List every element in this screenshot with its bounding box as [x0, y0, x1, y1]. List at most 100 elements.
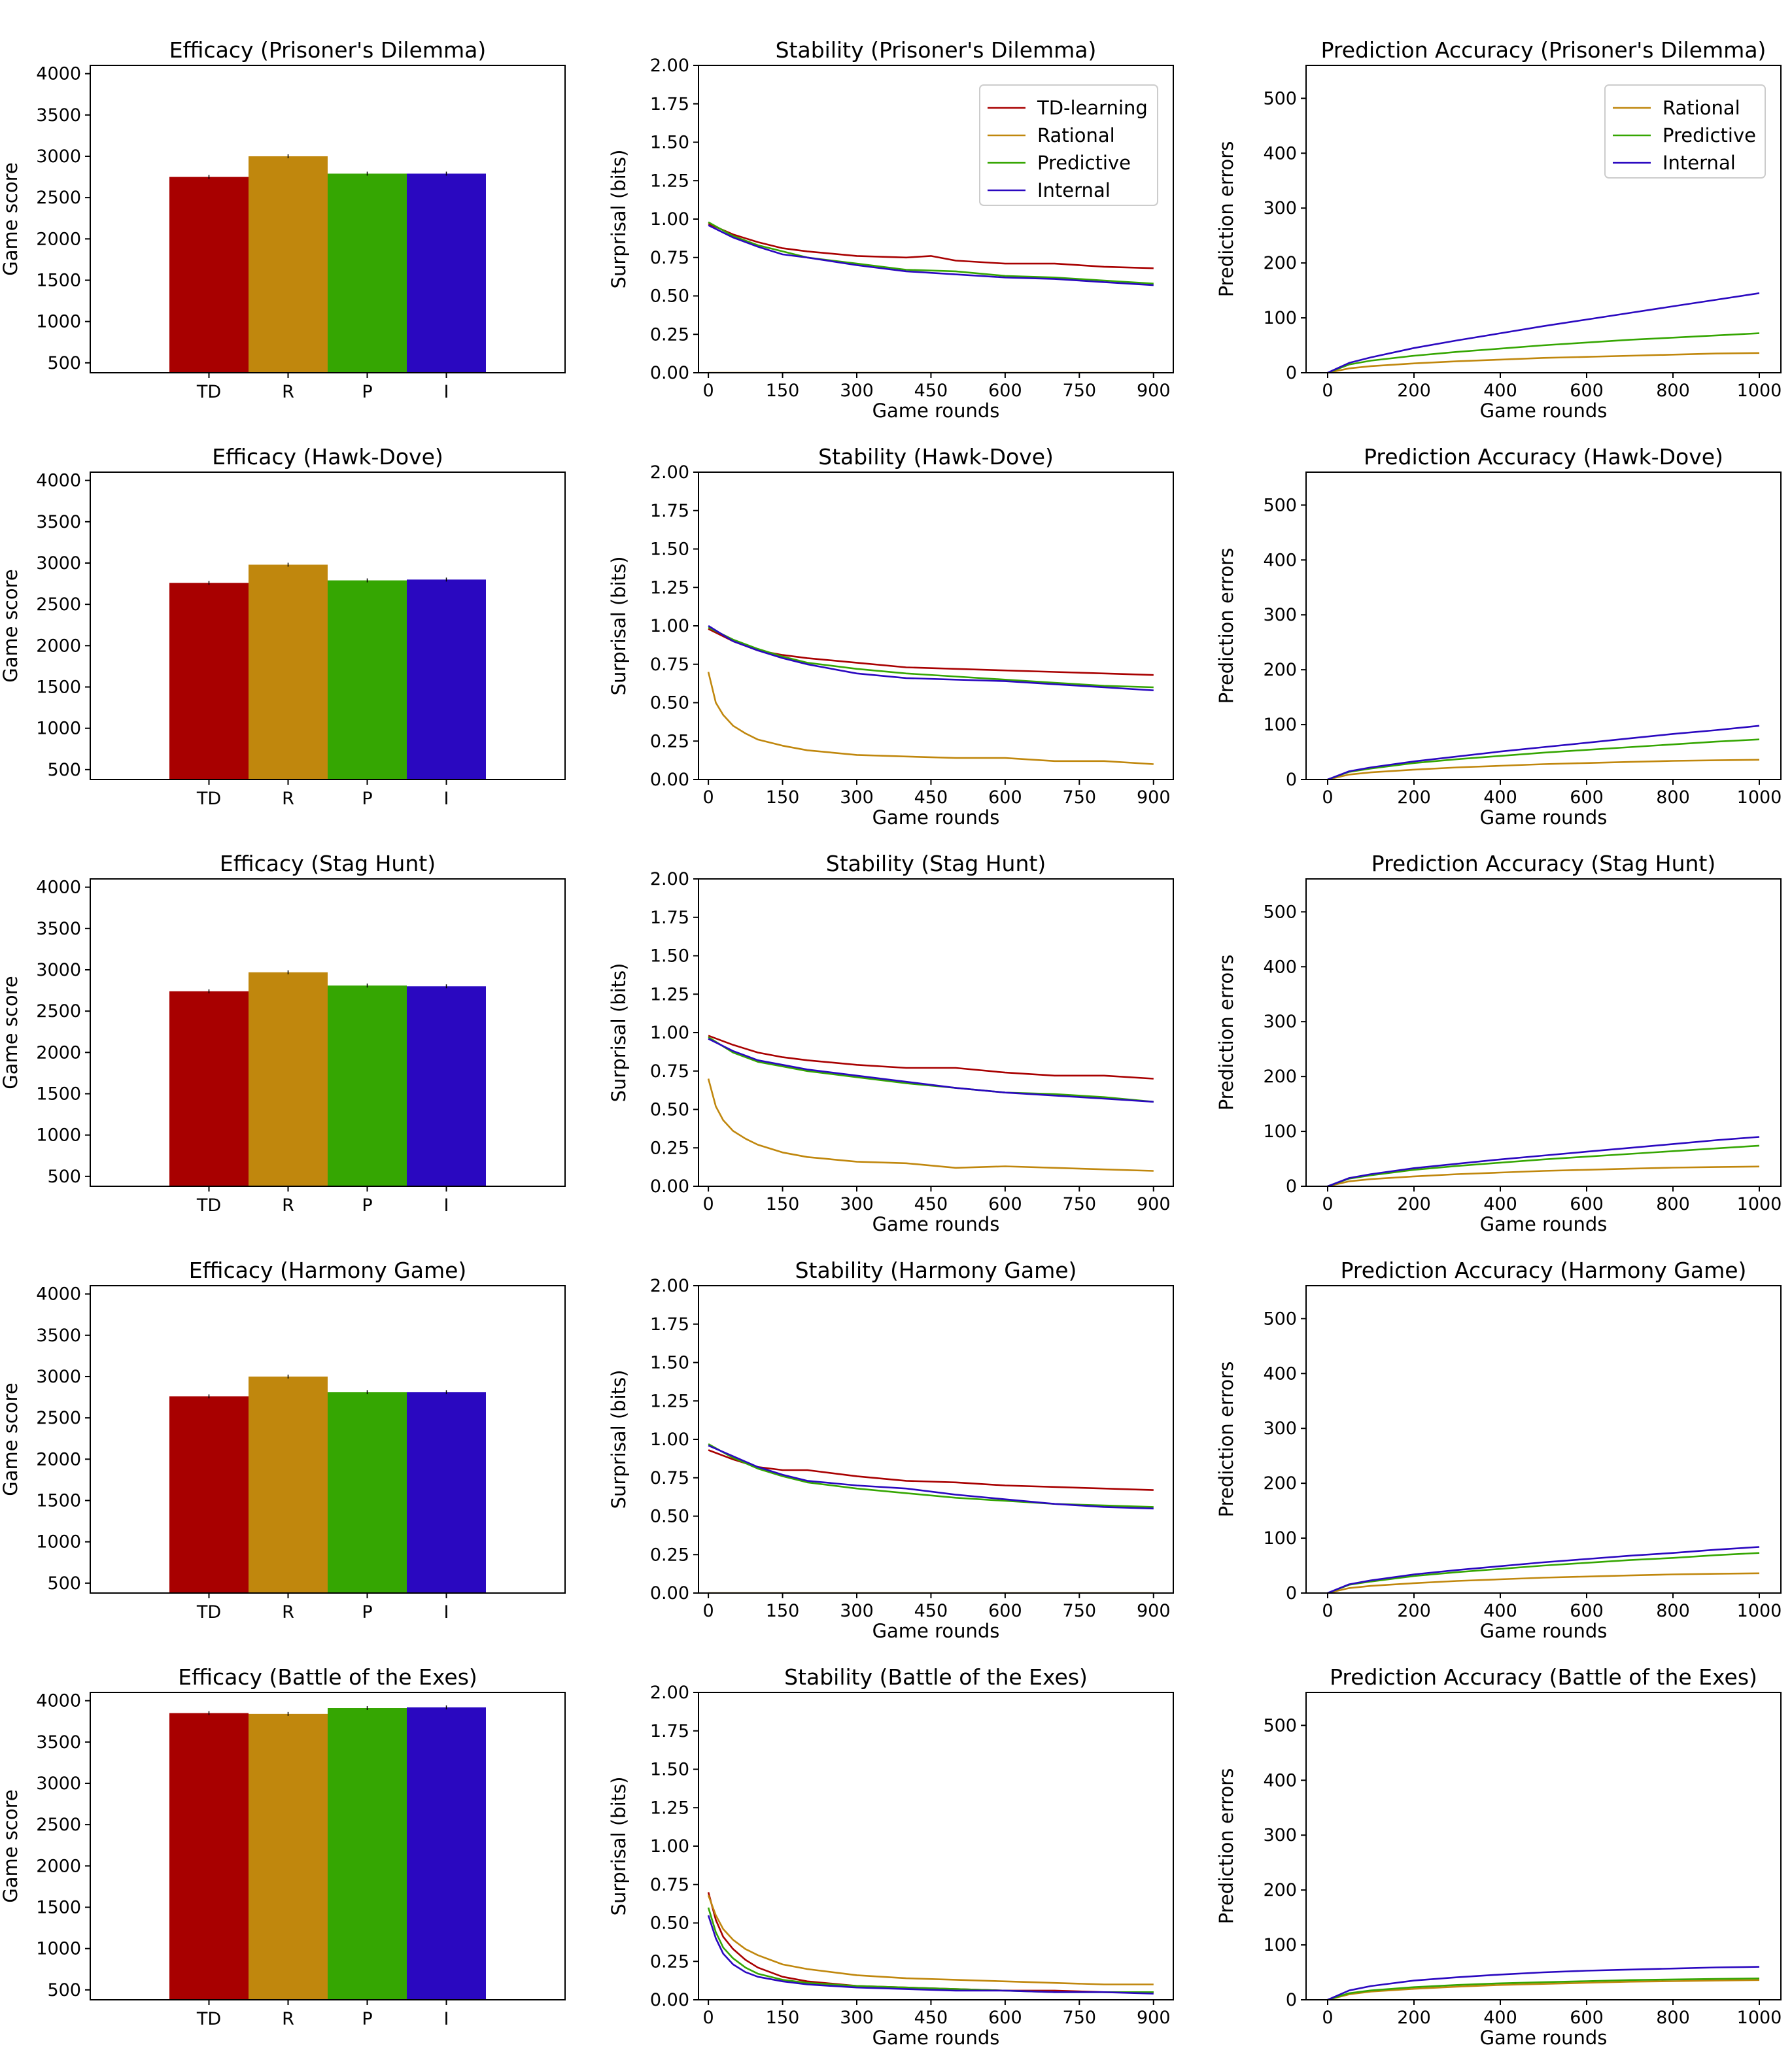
y-tick-label: 500 [1263, 1715, 1297, 1736]
x-tick-label: R [282, 1602, 294, 1622]
bar-R [249, 1713, 328, 2000]
y-tick-label: 1500 [36, 270, 81, 290]
bar-TD [169, 1713, 249, 2000]
x-tick-label: 150 [766, 1194, 800, 1214]
x-tick-label: TD [196, 1195, 221, 1216]
series-line-I [1327, 1546, 1760, 1593]
y-tick-label: 2.00 [650, 1683, 689, 1703]
y-tick-label: 200 [1263, 253, 1297, 273]
x-tick-label: 1000 [1737, 2008, 1782, 2028]
panel-efficacy-4: Efficacy (Harmony Game) TD R P I 500 1000 1500 2… [0, 1258, 566, 1622]
axes-frame [90, 878, 566, 1187]
y-axis-label: Surprisal (bits) [608, 1777, 630, 1916]
y-axis-label: Game score [0, 162, 22, 275]
x-axis-label: Game rounds [872, 400, 1000, 422]
series-line-R [1327, 1572, 1760, 1593]
panel-title: Stability (Battle of the Exes) [784, 1664, 1088, 1690]
axes-frame [1305, 1285, 1782, 1594]
x-tick-label: 200 [1397, 381, 1431, 401]
legend: TD-learning Rational Predictive Internal [979, 84, 1158, 206]
x-tick-label: 1000 [1737, 1194, 1782, 1214]
x-tick-label: 450 [914, 1601, 948, 1621]
series-line-I [708, 1445, 1154, 1510]
x-axis-label: Game rounds [1480, 1620, 1608, 1642]
x-tick-label: 900 [1137, 1601, 1171, 1621]
bar-TD [169, 991, 249, 1186]
y-tick-label: 1.50 [650, 133, 689, 153]
x-tick-label: 400 [1483, 381, 1517, 401]
y-tick-label: 300 [1263, 605, 1297, 625]
y-tick-label: 2000 [36, 1856, 81, 1876]
x-tick-label: 800 [1656, 381, 1690, 401]
x-tick-label: 0 [1322, 1194, 1333, 1214]
x-tick-label: 200 [1397, 787, 1431, 808]
x-tick-label: 800 [1656, 2008, 1690, 2028]
y-tick-label: 100 [1263, 1122, 1297, 1142]
x-tick-label: R [282, 789, 294, 809]
y-tick-label: 1.75 [650, 501, 689, 521]
y-tick-label: 0 [1286, 770, 1297, 790]
y-tick-label: 0.50 [650, 693, 689, 713]
series-line-R [707, 1895, 1154, 1985]
y-tick-label: 0 [1286, 1176, 1297, 1197]
y-tick-label: 1000 [36, 719, 81, 739]
panel-title: Stability (Harmony Game) [795, 1258, 1077, 1283]
panel-efficacy-1: Efficacy (Prisoner's Dilemma) TD R P I 500 100… [0, 37, 566, 402]
y-tick-label: 2000 [36, 1449, 81, 1469]
x-tick-label: TD [196, 1602, 221, 1622]
y-tick-label: 2500 [36, 1408, 81, 1428]
y-tick-label: 1500 [36, 1084, 81, 1104]
bar-R [249, 1376, 328, 1593]
axes-frame [90, 1692, 566, 2000]
x-tick-label: 300 [840, 787, 874, 808]
axes-frame [1305, 65, 1782, 373]
series-line-TD [708, 1035, 1154, 1080]
x-axis-label: Game rounds [1480, 2027, 1608, 2049]
series-line-I [707, 1915, 1154, 1995]
x-tick-label: 200 [1397, 2008, 1431, 2028]
y-tick-label: 1.25 [650, 171, 689, 191]
y-tick-label: 300 [1263, 1012, 1297, 1032]
panel-title: Efficacy (Battle of the Exes) [178, 1664, 477, 1690]
panel-stability-4: Stability (Harmony Game) 0 150 300 450 600 750… [608, 1258, 1174, 1642]
y-axis-label: Game score [0, 1382, 22, 1496]
x-tick-label: 1000 [1737, 1601, 1782, 1621]
legend-entry: TD-learning [1037, 97, 1148, 119]
y-tick-label: 4000 [36, 471, 81, 491]
x-tick-label: 600 [1570, 2008, 1604, 2028]
panel-title: Stability (Prisoner's Dilemma) [776, 37, 1097, 63]
y-tick-label: 100 [1263, 715, 1297, 735]
axes-frame [1305, 1692, 1782, 2000]
y-tick-label: 0.00 [650, 1176, 689, 1197]
y-tick-label: 1000 [36, 1532, 81, 1552]
y-tick-label: 1.25 [650, 984, 689, 1004]
panel-efficacy-5: Efficacy (Battle of the Exes) TD R P I 500 100… [0, 1664, 566, 2029]
series-line-I [1327, 1136, 1760, 1186]
x-tick-label: R [282, 1195, 294, 1216]
x-tick-label: I [444, 2009, 449, 2029]
x-axis-label: Game rounds [1480, 400, 1608, 422]
panel-efficacy-3: Efficacy (Stag Hunt) TD R P I 500 1000 1500 2000… [0, 851, 566, 1216]
panel-accuracy-1: Prediction Accuracy (Prisoner's Dilemma)… [1215, 37, 1782, 422]
series-line-TD [708, 222, 1154, 269]
x-tick-label: 450 [914, 2008, 948, 2028]
series-line-P [708, 1036, 1154, 1103]
y-tick-label: 1000 [36, 312, 81, 332]
series-line-I [1327, 1966, 1760, 2000]
x-tick-label: 900 [1137, 1194, 1171, 1214]
series-line-P [708, 626, 1154, 689]
x-tick-label: 900 [1137, 2008, 1171, 2028]
y-tick-label: 2000 [36, 1042, 81, 1063]
y-tick-label: 2.00 [650, 56, 689, 76]
panel-title: Prediction Accuracy (Prisoner's Dilemma) [1321, 37, 1766, 63]
y-tick-label: 3000 [36, 1774, 81, 1794]
legend-entry: Rational [1663, 97, 1740, 119]
series-line-P [1327, 1144, 1760, 1186]
y-tick-label: 0.00 [650, 770, 689, 790]
y-tick-label: 500 [47, 353, 81, 373]
y-tick-label: 1.50 [650, 946, 689, 967]
y-tick-label: 2000 [36, 229, 81, 249]
series-line-I [708, 625, 1154, 691]
x-tick-label: 600 [1570, 381, 1604, 401]
y-axis-label: Surprisal (bits) [608, 150, 630, 289]
